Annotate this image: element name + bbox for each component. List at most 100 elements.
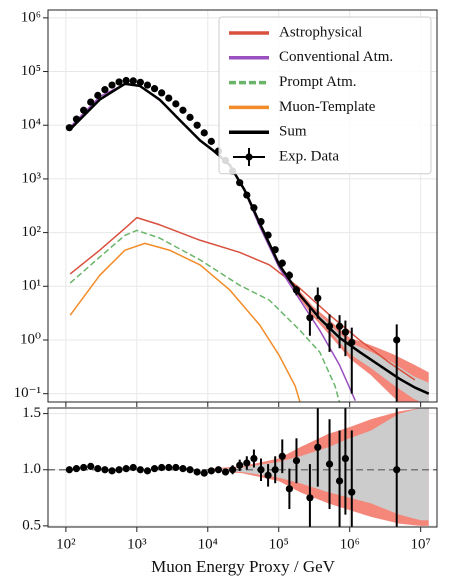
data-point <box>335 477 344 485</box>
data-point <box>179 106 187 114</box>
data-point <box>186 466 194 474</box>
data-point <box>214 466 223 474</box>
data-point <box>393 336 401 344</box>
x-tick-label: 10² <box>56 536 76 552</box>
data-point <box>129 77 137 85</box>
data-point <box>122 465 130 473</box>
data-point <box>158 89 166 97</box>
data-point <box>150 85 159 93</box>
data-point <box>243 191 251 199</box>
data-point <box>257 466 265 474</box>
data-point <box>72 115 81 123</box>
data-point <box>108 467 116 475</box>
data-point <box>80 463 88 472</box>
data-point <box>172 100 180 108</box>
x-tick-label: 10³ <box>127 536 147 552</box>
data-point <box>101 466 109 474</box>
data-point <box>306 494 314 502</box>
data-point <box>285 485 293 493</box>
data-point <box>243 459 251 467</box>
data-point <box>264 231 272 239</box>
legend-box <box>218 16 432 175</box>
data-point <box>314 443 322 451</box>
legend-label: Prompt Atm. <box>279 74 357 90</box>
y-tick-label: 10⁵ <box>21 63 41 79</box>
data-point <box>65 124 73 132</box>
x-tick-label: 10⁵ <box>269 536 289 552</box>
legend-label: Muon-Template <box>279 99 376 115</box>
data-point <box>72 465 81 473</box>
data-point <box>271 246 279 254</box>
data-point <box>80 106 88 114</box>
data-point <box>186 113 194 121</box>
data-point <box>200 469 208 477</box>
data-point <box>115 466 123 474</box>
legend: Astrophysical Conventional Atm. Prompt Atm… <box>218 16 432 175</box>
y-tick-label: 10⁶ <box>21 9 41 25</box>
legend-label: Sum <box>279 124 307 140</box>
data-point <box>207 467 215 475</box>
data-point <box>278 259 286 267</box>
data-point <box>229 466 237 474</box>
y-tick-label: 10² <box>22 224 42 240</box>
y-tick-label: 1.5 <box>22 405 41 421</box>
data-point <box>325 322 334 330</box>
data-point <box>348 488 356 496</box>
data-point <box>158 463 166 472</box>
series-line <box>69 229 341 402</box>
data-point <box>292 457 301 465</box>
data-point <box>393 466 401 474</box>
data-point <box>108 81 116 89</box>
data-point <box>341 328 350 336</box>
data-point <box>264 471 272 479</box>
ratio-area <box>48 408 437 527</box>
data-point <box>250 454 258 463</box>
legend-label: Exp. Data <box>279 148 339 164</box>
data-point <box>250 204 258 212</box>
data-point <box>65 466 73 474</box>
x-tick-label: 10⁷ <box>411 536 431 552</box>
data-point <box>306 314 314 322</box>
data-point <box>94 465 102 473</box>
uncertainty-band <box>289 279 429 402</box>
y-tick-label: 10⁰ <box>20 331 41 347</box>
plot-area <box>65 76 430 402</box>
data-point <box>278 452 286 460</box>
data-point <box>165 94 173 102</box>
data-point <box>200 129 208 137</box>
legend-label: Astrophysical <box>279 24 362 40</box>
data-point <box>314 294 322 302</box>
y-tick-label: 0.5 <box>22 517 41 533</box>
data-point <box>335 322 344 330</box>
data-point <box>221 468 230 476</box>
y-tick-label: 1.0 <box>22 461 41 477</box>
data-point <box>285 271 293 279</box>
x-tick-label: 10⁶ <box>340 536 360 552</box>
y-tick-label: 10⁴ <box>21 117 41 133</box>
data-point <box>325 460 334 468</box>
legend-handle <box>245 153 253 161</box>
data-point <box>136 466 144 474</box>
data-point <box>122 76 130 85</box>
data-point <box>236 179 244 187</box>
data-point <box>115 78 123 86</box>
legend-label: Conventional Atm. <box>279 49 393 65</box>
y-tick-label: 10⁻¹ <box>14 385 41 401</box>
data-point <box>101 86 109 94</box>
data-point <box>236 461 244 469</box>
data-point <box>172 463 180 472</box>
data-point <box>348 338 356 347</box>
data-point <box>179 465 187 473</box>
data-point <box>143 467 152 475</box>
axes-frame <box>47 9 438 403</box>
series-line <box>69 242 301 402</box>
data-point <box>136 78 144 86</box>
y-tick-label: 10¹ <box>22 278 42 294</box>
series-line <box>69 216 416 381</box>
x-tick-label: 10⁴ <box>198 536 218 552</box>
data-point <box>341 454 350 463</box>
x-axis-label: Muon Energy Proxy / GeV <box>151 557 336 576</box>
y-tick-label: 10³ <box>22 170 42 186</box>
axes-frame <box>47 407 438 528</box>
